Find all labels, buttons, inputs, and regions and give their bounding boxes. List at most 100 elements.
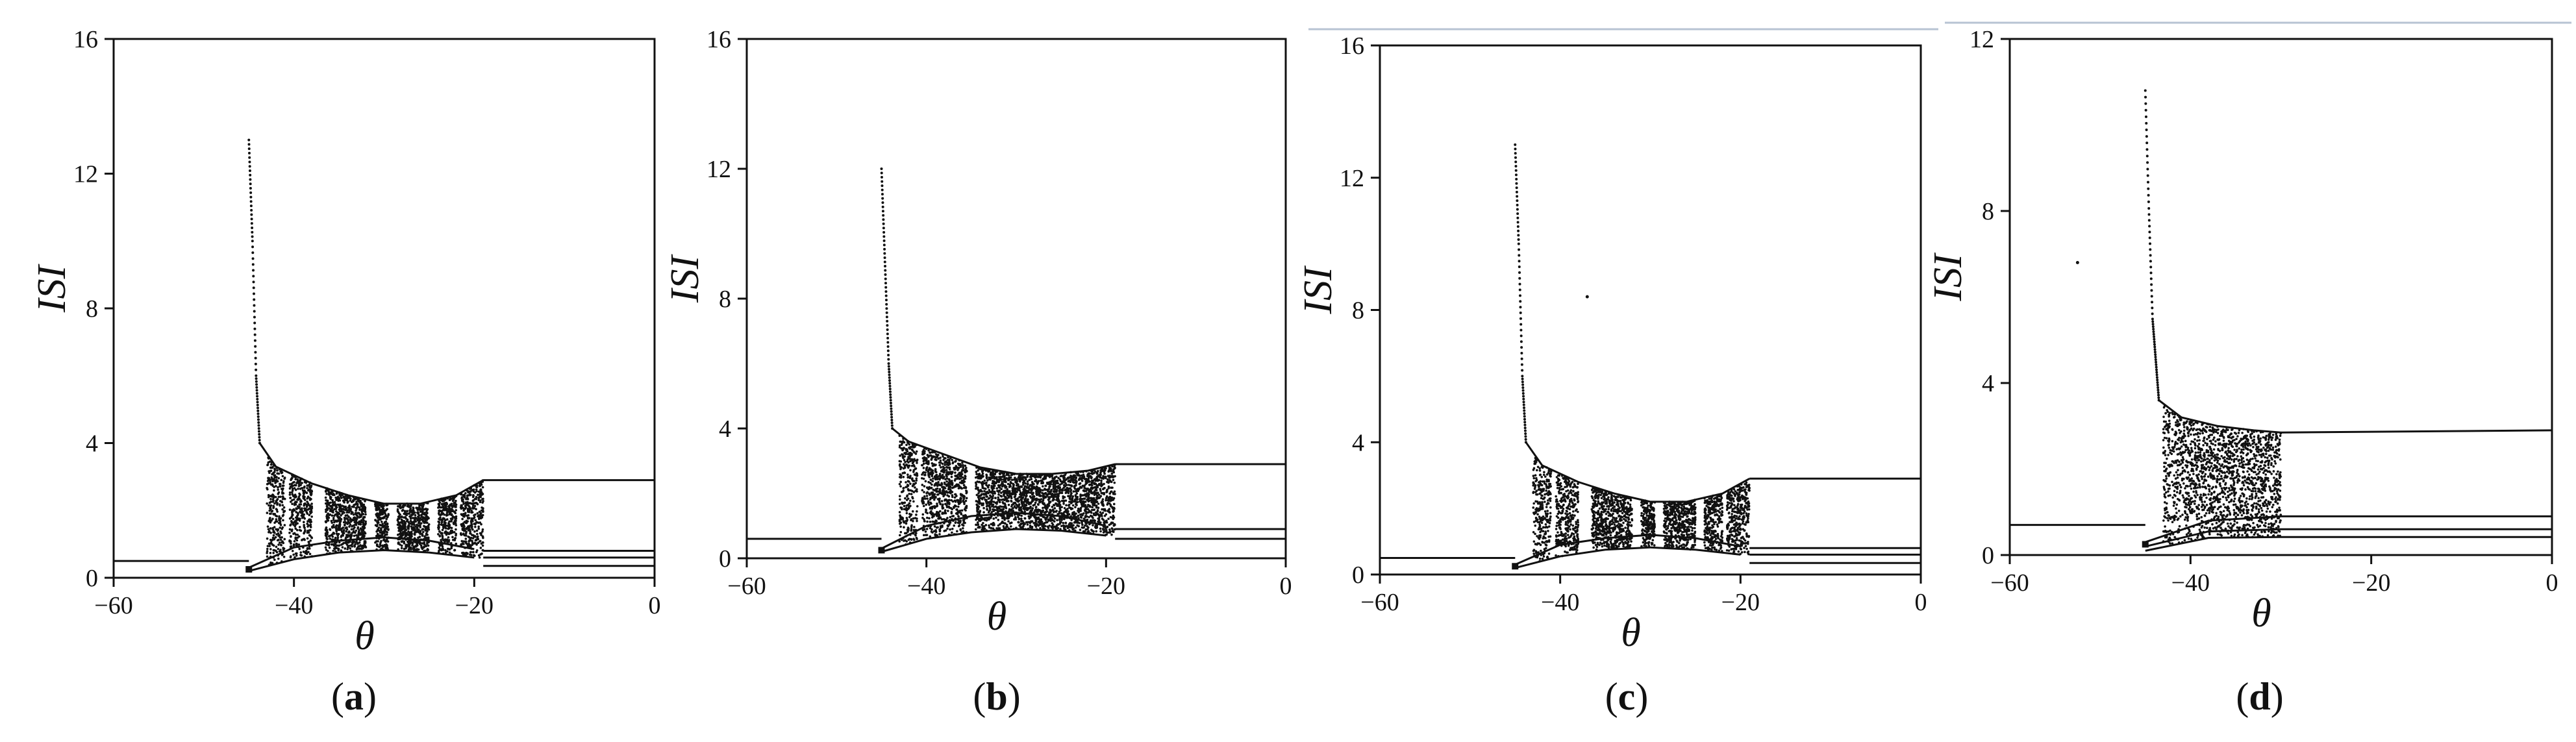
scatter-point xyxy=(958,522,961,525)
scatter-point xyxy=(294,527,297,530)
scatter-point xyxy=(469,502,473,505)
scatter-point xyxy=(279,538,282,541)
scatter-point xyxy=(947,505,950,508)
scatter-point xyxy=(295,542,298,545)
onset-point xyxy=(258,436,261,439)
scatter-point xyxy=(301,507,303,510)
scatter-point xyxy=(951,471,954,473)
scatter-point xyxy=(408,522,411,525)
scatter-point xyxy=(271,493,274,496)
scatter-point xyxy=(279,503,281,506)
scatter-point xyxy=(938,473,942,475)
scatter-point xyxy=(1012,483,1015,486)
scatter-point xyxy=(268,470,270,473)
scatter-point xyxy=(268,545,271,547)
scatter-point xyxy=(912,519,914,523)
scatter-point xyxy=(1034,506,1038,509)
scatter-point xyxy=(346,523,349,525)
scatter-point xyxy=(477,490,481,493)
onset-point xyxy=(248,160,251,164)
scatter-point xyxy=(397,521,400,524)
scatter-point xyxy=(480,523,482,526)
scatter-point xyxy=(410,513,413,516)
scatter-point xyxy=(444,519,447,522)
scatter-point xyxy=(346,517,349,521)
scatter-point xyxy=(307,540,310,543)
scatter-point xyxy=(274,520,277,523)
scatter-point xyxy=(310,515,313,518)
scatter-point xyxy=(924,480,927,483)
scatter-point xyxy=(382,507,385,510)
scatter-point xyxy=(290,545,293,548)
scatter-point xyxy=(381,510,384,512)
scatter-point xyxy=(937,457,940,460)
scatter-point xyxy=(471,506,474,509)
scatter-point xyxy=(933,505,936,508)
scatter-point xyxy=(913,526,916,528)
scatter-point xyxy=(298,506,301,508)
scatter-point xyxy=(925,462,928,465)
scatter-point xyxy=(326,531,329,534)
scatter-point xyxy=(1003,518,1006,521)
scatter-point xyxy=(441,519,444,522)
scatter-point xyxy=(363,515,366,519)
scatter-point xyxy=(405,546,408,549)
scatter-point xyxy=(931,473,933,476)
scatter-point xyxy=(910,445,913,449)
scatter-point xyxy=(450,508,453,510)
scatter-point xyxy=(1044,484,1047,488)
scatter-point xyxy=(480,483,483,486)
scatter-point xyxy=(400,536,403,538)
scatter-point xyxy=(268,460,271,463)
scatter-point xyxy=(951,527,954,530)
scatter-point xyxy=(914,533,917,536)
scatter-point xyxy=(1010,474,1013,476)
scatter-point xyxy=(905,443,908,447)
scatter-point xyxy=(337,528,340,531)
scatter-point xyxy=(308,497,311,500)
scatter-point xyxy=(386,508,388,511)
scatter-point xyxy=(940,500,944,502)
scatter-point xyxy=(964,521,966,525)
scatter-point xyxy=(959,528,962,532)
scatter-point xyxy=(347,511,351,514)
onset-point xyxy=(251,235,254,238)
scatter-point xyxy=(276,529,279,532)
scatter-point xyxy=(344,526,347,530)
scatter-point xyxy=(342,495,345,499)
scatter-point xyxy=(334,545,337,548)
scatter-point xyxy=(1071,504,1075,507)
scatter-point xyxy=(271,465,274,469)
scatter-point xyxy=(384,524,386,527)
scatter-point xyxy=(298,484,301,487)
scatter-point xyxy=(905,508,907,511)
scatter-point xyxy=(333,514,336,517)
scatter-point xyxy=(295,539,299,542)
scatter-point xyxy=(477,527,481,530)
scatter-point xyxy=(964,475,966,477)
scatter-point xyxy=(362,503,366,506)
scatter-point xyxy=(467,502,470,505)
scatter-point xyxy=(339,510,342,513)
scatter-point xyxy=(1001,508,1004,512)
scatter-point xyxy=(294,556,296,559)
scatter-point xyxy=(281,554,284,556)
onset-point xyxy=(255,368,258,371)
scatter-point xyxy=(442,517,445,520)
scatter-point xyxy=(477,554,481,557)
scatter-point xyxy=(1112,497,1116,500)
scatter-point xyxy=(299,551,303,554)
scatter-point xyxy=(269,527,272,530)
scatter-point xyxy=(277,486,279,489)
scatter-point xyxy=(992,517,995,520)
scatter-point xyxy=(472,550,475,554)
onset-point xyxy=(253,304,256,307)
scatter-point xyxy=(962,514,965,517)
scatter-point xyxy=(333,547,336,550)
scatter-point xyxy=(290,515,294,518)
scatter-point xyxy=(477,525,480,528)
scatter-point xyxy=(938,499,941,502)
scatter-point xyxy=(362,512,364,515)
scatter-point xyxy=(268,501,271,504)
scatter-point xyxy=(326,538,329,541)
